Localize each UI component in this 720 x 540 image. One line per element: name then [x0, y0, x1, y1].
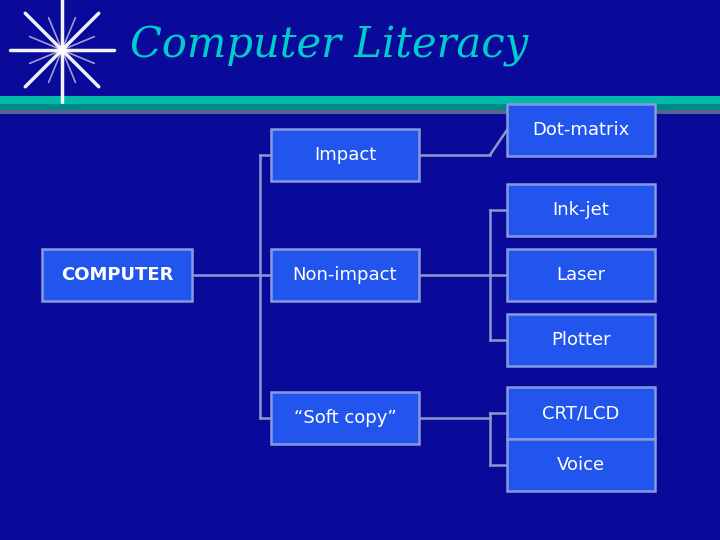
FancyBboxPatch shape — [507, 104, 655, 156]
FancyBboxPatch shape — [507, 439, 655, 491]
Text: Laser: Laser — [557, 266, 606, 284]
FancyBboxPatch shape — [42, 249, 192, 301]
FancyBboxPatch shape — [507, 314, 655, 366]
Text: CRT/LCD: CRT/LCD — [542, 404, 620, 422]
Text: Computer Literacy: Computer Literacy — [130, 25, 528, 67]
FancyBboxPatch shape — [507, 249, 655, 301]
Text: Non-impact: Non-impact — [293, 266, 397, 284]
Text: Ink-jet: Ink-jet — [553, 201, 609, 219]
FancyBboxPatch shape — [271, 129, 419, 181]
Text: Impact: Impact — [314, 146, 376, 164]
FancyBboxPatch shape — [271, 392, 419, 444]
FancyBboxPatch shape — [507, 387, 655, 439]
Bar — [0, 96, 720, 104]
Text: “Soft copy”: “Soft copy” — [294, 409, 397, 427]
Text: Voice: Voice — [557, 456, 605, 474]
FancyBboxPatch shape — [507, 184, 655, 236]
Bar — [0, 110, 720, 114]
Bar — [0, 96, 720, 110]
Text: Dot-matrix: Dot-matrix — [532, 121, 629, 139]
Text: Plotter: Plotter — [552, 331, 611, 349]
FancyBboxPatch shape — [271, 249, 419, 301]
Text: COMPUTER: COMPUTER — [60, 266, 174, 284]
